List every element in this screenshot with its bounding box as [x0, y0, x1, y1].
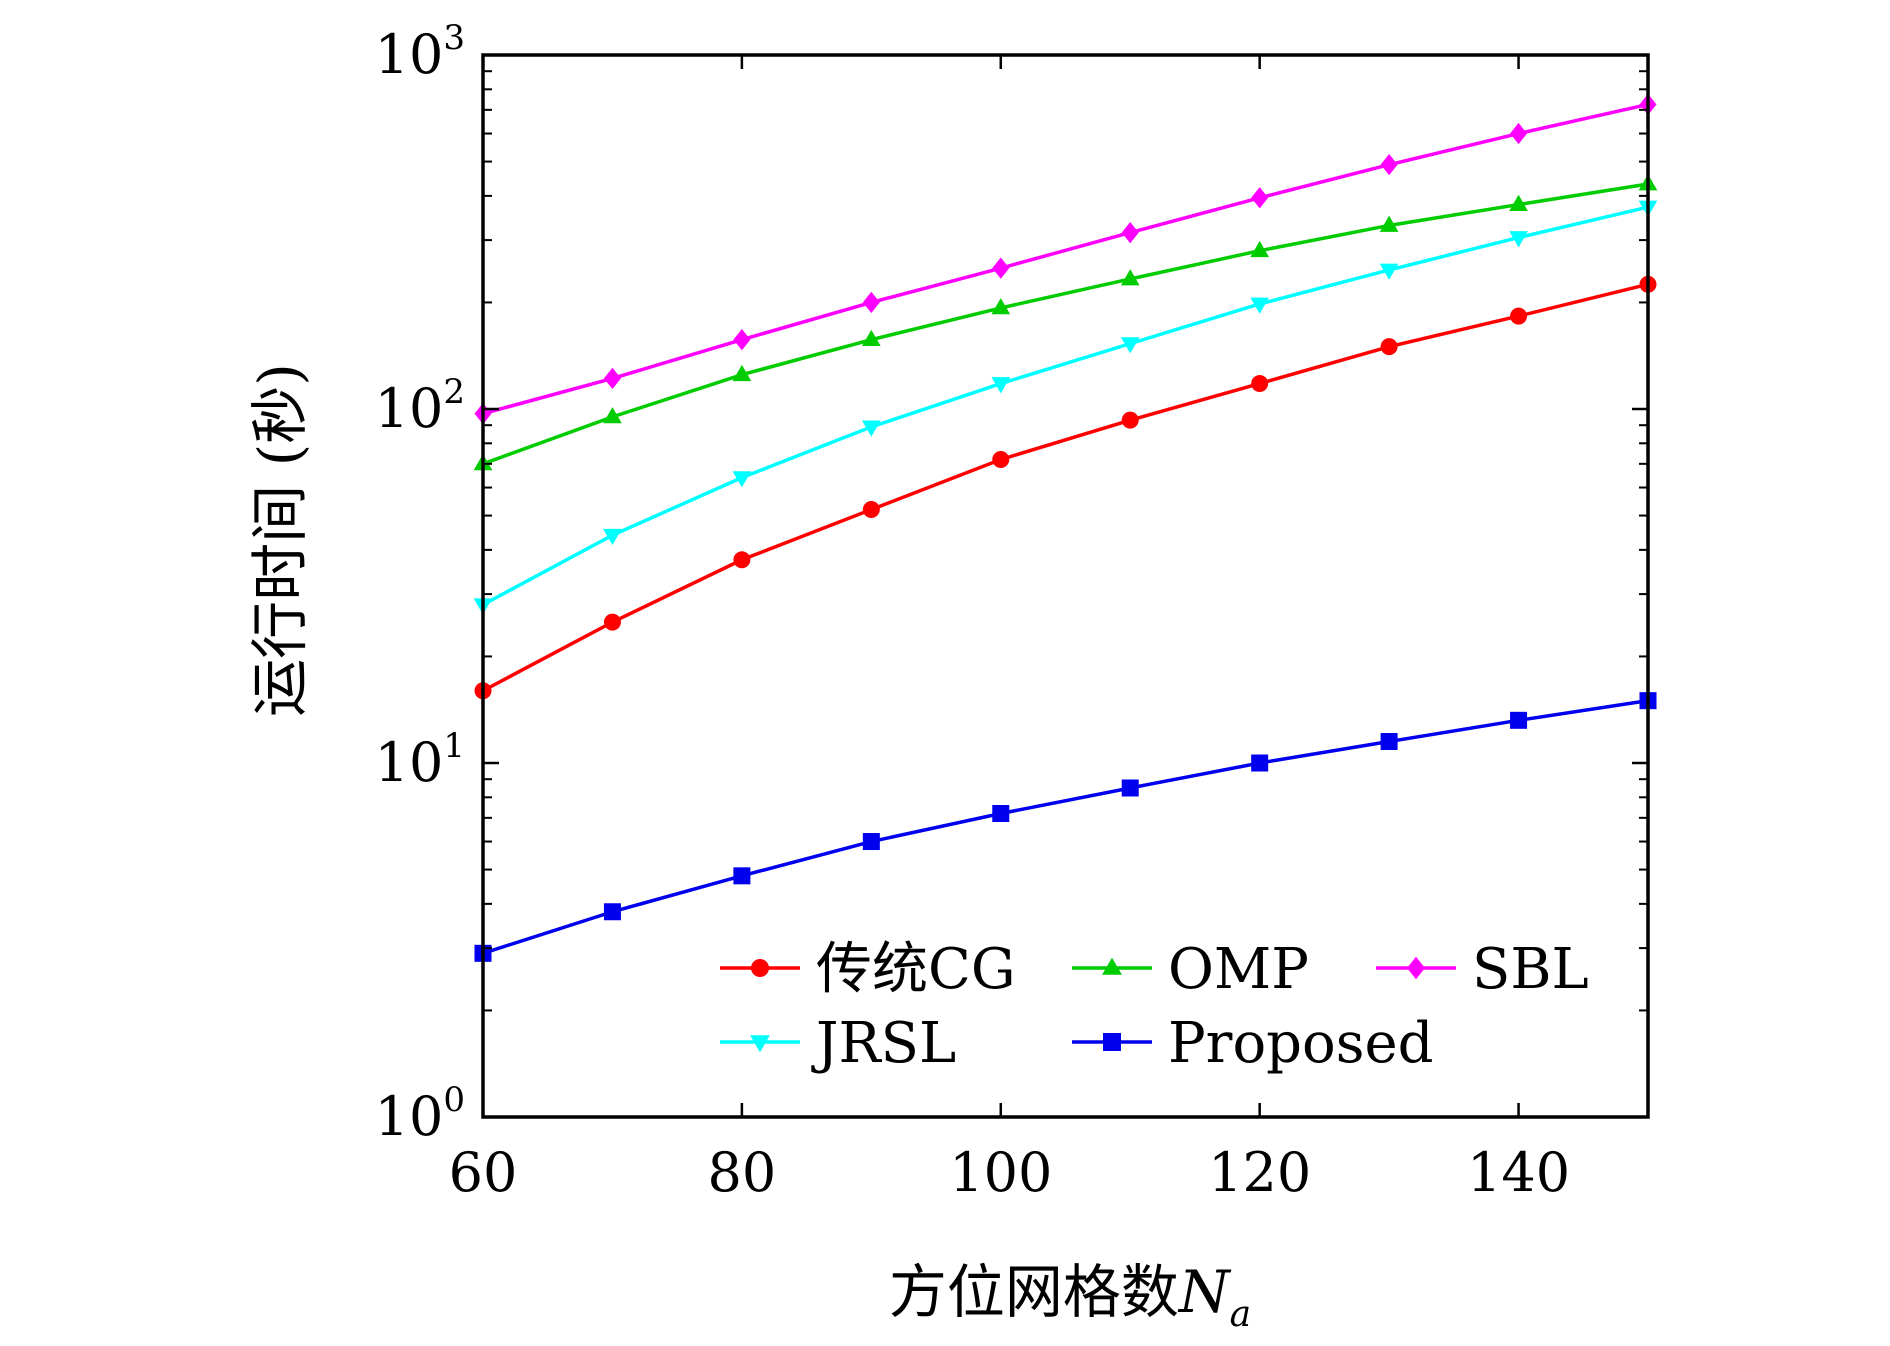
legend-marker [1407, 956, 1425, 980]
data-point [1251, 754, 1269, 772]
data-point [1120, 337, 1140, 354]
data-point [1509, 194, 1528, 211]
x-tick-label: 60 [449, 1141, 518, 1204]
data-point [603, 407, 622, 424]
data-point [991, 377, 1011, 394]
y-axis-label: 运行时间 (秒) [246, 363, 314, 717]
x-tick-label: 100 [949, 1141, 1052, 1204]
data-point [861, 329, 881, 347]
series-line [482, 205, 1649, 607]
x-tick-label: 80 [708, 1141, 777, 1204]
data-point [733, 329, 751, 351]
data-point [862, 833, 880, 851]
x-ticks: 60 80 100 120 140 [449, 55, 1570, 1204]
data-point [733, 867, 751, 885]
data-point [1250, 297, 1270, 314]
series-line [482, 282, 1649, 693]
legend-marker [1102, 957, 1122, 975]
y-tick-label: 102 [375, 372, 465, 440]
x-axis-label: 方位网格数Na [889, 1258, 1251, 1335]
plot-frame [481, 53, 1650, 1119]
y-tick-label: 103 [375, 18, 465, 86]
data-point [1379, 263, 1399, 280]
legend-item: 传统CG [720, 937, 1016, 1002]
series-line [482, 102, 1649, 416]
axes-layer: 60 80 100 120 140 100 101 102 103 [375, 18, 1650, 1204]
data-point [603, 528, 622, 545]
x-axis-label-subscript: a [1230, 1294, 1251, 1335]
data-point [992, 805, 1010, 823]
data-point [1121, 779, 1139, 797]
data-point [1380, 733, 1398, 751]
data-point [1380, 154, 1398, 176]
data-point [733, 551, 751, 569]
x-tick-label: 120 [1208, 1141, 1311, 1204]
data-point [1121, 221, 1139, 244]
data-point [992, 451, 1010, 469]
series-line [482, 182, 1649, 466]
data-point [603, 367, 621, 390]
data-point [603, 613, 621, 631]
data-point [603, 903, 621, 921]
legend-marker [1103, 1033, 1121, 1051]
x-tick-label: 140 [1467, 1141, 1570, 1204]
legend-label: 传统CG [816, 937, 1016, 1002]
legend-marker [750, 1035, 770, 1053]
legend-item: JRSL [720, 1011, 956, 1076]
legend-item: SBL [1376, 937, 1589, 1002]
data-point [1121, 411, 1139, 429]
data-point [1380, 338, 1398, 356]
data-point [1509, 231, 1528, 248]
legend-marker [751, 959, 769, 977]
series-layer [473, 93, 1658, 962]
series-line [482, 698, 1649, 955]
y-tick-label: 101 [375, 726, 465, 794]
x-axis-label-symbol: N [1177, 1258, 1232, 1326]
data-point [1251, 187, 1269, 209]
series-0 [474, 275, 1657, 700]
data-point [862, 291, 880, 314]
data-point [1510, 307, 1528, 325]
data-point [1250, 240, 1270, 258]
data-point [862, 501, 880, 519]
data-point [1251, 375, 1269, 393]
legend: 传统CG OMP SBL JRSL Proposed [720, 937, 1589, 1076]
data-point [1510, 711, 1528, 729]
data-point [991, 298, 1011, 315]
legend-label: OMP [1168, 937, 1309, 1002]
data-point [1379, 215, 1399, 232]
data-point [732, 471, 752, 488]
legend-item: OMP [1072, 937, 1309, 1002]
y-tick-label: 100 [375, 1080, 465, 1148]
legend-label: JRSL [811, 1011, 956, 1076]
data-point [1120, 269, 1140, 286]
x-axis-label-text: 方位网格数 [889, 1258, 1179, 1326]
data-point [732, 364, 752, 382]
data-point [992, 257, 1010, 279]
y-ticks: 100 101 102 103 [375, 18, 1648, 1148]
series-4 [474, 692, 1657, 962]
legend-item: Proposed [1072, 1011, 1433, 1076]
legend-label: SBL [1472, 937, 1589, 1002]
data-point [861, 420, 881, 437]
legend-label: Proposed [1168, 1011, 1433, 1076]
data-point [1510, 122, 1528, 145]
